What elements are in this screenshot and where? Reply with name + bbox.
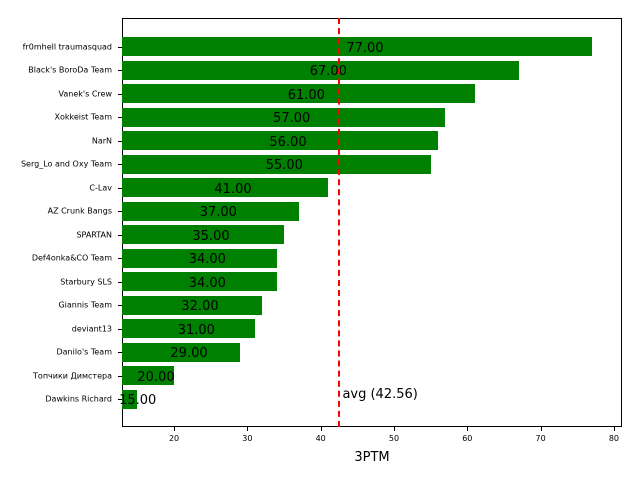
y-tick-label: Giannis Team xyxy=(58,300,112,310)
bar-value-label: 56.00 xyxy=(269,134,307,150)
bar-value-label: 34.00 xyxy=(188,275,226,291)
bar xyxy=(122,366,175,385)
x-tick-label: 30 xyxy=(242,434,253,443)
x-tick xyxy=(247,427,249,431)
y-tick-label: Vanek's Crew xyxy=(58,89,112,98)
bar xyxy=(122,295,263,315)
y-tick xyxy=(118,305,122,306)
bar xyxy=(122,248,277,268)
y-tick xyxy=(118,46,122,48)
y-tick-label: deviant13 xyxy=(71,324,112,333)
x-tick-label: 70 xyxy=(535,434,546,443)
y-tick xyxy=(118,164,122,165)
average-label: avg (42.56) xyxy=(342,387,418,402)
x-tick xyxy=(540,427,542,431)
y-tick-label: Danilo's Team xyxy=(56,347,112,357)
x-tick-label: 20 xyxy=(168,434,180,443)
x-tick-label: 80 xyxy=(608,434,620,443)
bar xyxy=(122,389,138,409)
bar-value-label: 29.00 xyxy=(170,346,208,361)
bar xyxy=(122,225,285,244)
y-tick xyxy=(118,93,122,95)
bar-value-label: 41.00 xyxy=(214,181,252,197)
bar-value-label: 15.00 xyxy=(119,393,157,408)
y-tick xyxy=(118,140,122,142)
y-tick xyxy=(118,234,122,236)
y-tick-label: Black's BoroDa Team xyxy=(28,65,112,75)
x-axis-label: 3PTM xyxy=(354,450,390,465)
plot-area xyxy=(122,18,622,427)
x-tick xyxy=(613,427,615,431)
bar xyxy=(122,154,431,174)
bar xyxy=(122,178,328,197)
y-tick xyxy=(118,211,122,212)
y-tick xyxy=(118,352,122,353)
x-tick-label: 40 xyxy=(315,434,326,443)
bar-value-label: 57.00 xyxy=(273,111,311,126)
bar xyxy=(122,60,519,80)
y-tick-label: AZ Crunk Bangs xyxy=(47,206,112,216)
bar-value-label: 31.00 xyxy=(177,322,215,338)
y-tick xyxy=(118,258,122,259)
bar xyxy=(122,272,277,291)
y-tick xyxy=(118,328,122,330)
bar-value-label: 20.00 xyxy=(137,369,175,385)
y-tick xyxy=(118,187,122,189)
bar-value-label: 34.00 xyxy=(188,252,226,267)
y-tick-label: Xokkeist Team xyxy=(54,112,113,122)
y-tick xyxy=(118,281,122,283)
bar-value-label: 37.00 xyxy=(199,205,237,220)
x-tick xyxy=(174,427,176,431)
bar-value-label: 77.00 xyxy=(346,40,384,56)
y-tick xyxy=(118,117,122,118)
bar xyxy=(122,342,241,362)
bar xyxy=(122,131,438,150)
bar-value-label: 32.00 xyxy=(181,299,219,314)
y-tick xyxy=(118,399,122,400)
x-tick xyxy=(467,427,469,431)
y-tick-label: C-Lav xyxy=(89,183,112,192)
y-tick-label: SPARTAN xyxy=(76,230,112,239)
y-tick xyxy=(118,375,122,377)
bar xyxy=(122,84,475,103)
y-tick-label: Топчики Димстера xyxy=(33,371,112,380)
y-tick-label: Def4onka&CO Team xyxy=(31,253,112,263)
x-tick-label: 60 xyxy=(462,434,473,443)
average-line xyxy=(338,18,341,427)
y-tick-label: fr0mhell traumasquad xyxy=(22,42,112,51)
bar-value-label: 35.00 xyxy=(192,228,230,244)
bar-value-label: 61.00 xyxy=(287,87,325,103)
x-tick xyxy=(393,427,395,431)
bar-value-label: 55.00 xyxy=(265,158,303,173)
bar xyxy=(122,107,446,127)
bar-value-label: 67.00 xyxy=(309,64,347,79)
x-tick xyxy=(320,427,322,431)
y-tick-label: Dawkins Richard xyxy=(45,394,112,404)
x-tick-label: 50 xyxy=(388,434,400,443)
y-tick-label: NarN xyxy=(91,136,112,145)
y-tick-label: Serg_Lo and Oxy Team xyxy=(20,159,112,169)
bar xyxy=(122,201,299,221)
bar xyxy=(122,319,255,338)
bar xyxy=(122,37,592,56)
y-tick xyxy=(118,70,122,71)
y-tick-label: Starbury SLS xyxy=(60,277,112,286)
